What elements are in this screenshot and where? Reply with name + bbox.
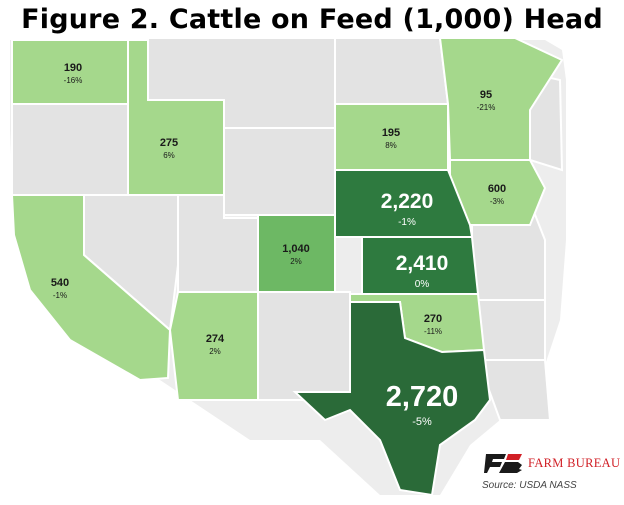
state-LA — [476, 359, 552, 421]
value-label-IA: 600 — [488, 183, 506, 195]
state-CO — [257, 214, 336, 293]
page-title: Figure 2. Cattle on Feed (1,000) Head — [21, 4, 603, 35]
value-label-SD: 195 — [382, 127, 400, 139]
change-label-IA: -3% — [490, 197, 504, 206]
change-label-CO: 2% — [290, 257, 302, 266]
state-CA — [10, 194, 172, 382]
change-label-MN: -21% — [477, 103, 496, 112]
state-TX — [292, 301, 492, 497]
change-label-OK: -11% — [424, 327, 442, 336]
value-label-MN: 95 — [480, 89, 492, 101]
change-label-TX: -5% — [412, 416, 432, 428]
farm-bureau-logo-icon — [484, 454, 522, 473]
change-label-NE: -1% — [398, 217, 416, 228]
value-label-OK: 270 — [424, 313, 442, 325]
value-label-WA: 190 — [64, 62, 82, 74]
state-AZ — [168, 291, 259, 401]
state-NM — [257, 291, 351, 401]
value-label-ID: 275 — [160, 137, 178, 149]
state-OR — [11, 99, 135, 196]
change-label-SD: 8% — [385, 141, 397, 150]
state-AR — [477, 299, 546, 361]
state-WY — [223, 127, 336, 216]
cattle-map: 190 -16% 275 6% 540 -1% 274 2% 1,040 2% … — [0, 35, 624, 505]
change-label-AZ: 2% — [209, 347, 221, 356]
value-label-CA: 540 — [51, 277, 69, 289]
change-label-CA: -1% — [53, 291, 67, 300]
change-label-WA: -16% — [64, 76, 83, 85]
change-label-ID: 6% — [163, 151, 175, 160]
source-note: Source: USDA NASS — [482, 480, 577, 491]
value-label-CO: 1,040 — [282, 243, 310, 255]
state-ID — [127, 39, 225, 196]
brand-name: FARM BUREAU — [528, 456, 621, 470]
value-label-NE: 2,220 — [381, 190, 434, 213]
value-label-TX: 2,720 — [386, 381, 459, 413]
state-MN — [438, 37, 564, 161]
value-label-KS: 2,410 — [396, 252, 449, 275]
state-ND — [334, 37, 450, 105]
value-label-AZ: 274 — [206, 333, 225, 345]
change-label-KS: 0% — [415, 279, 430, 290]
